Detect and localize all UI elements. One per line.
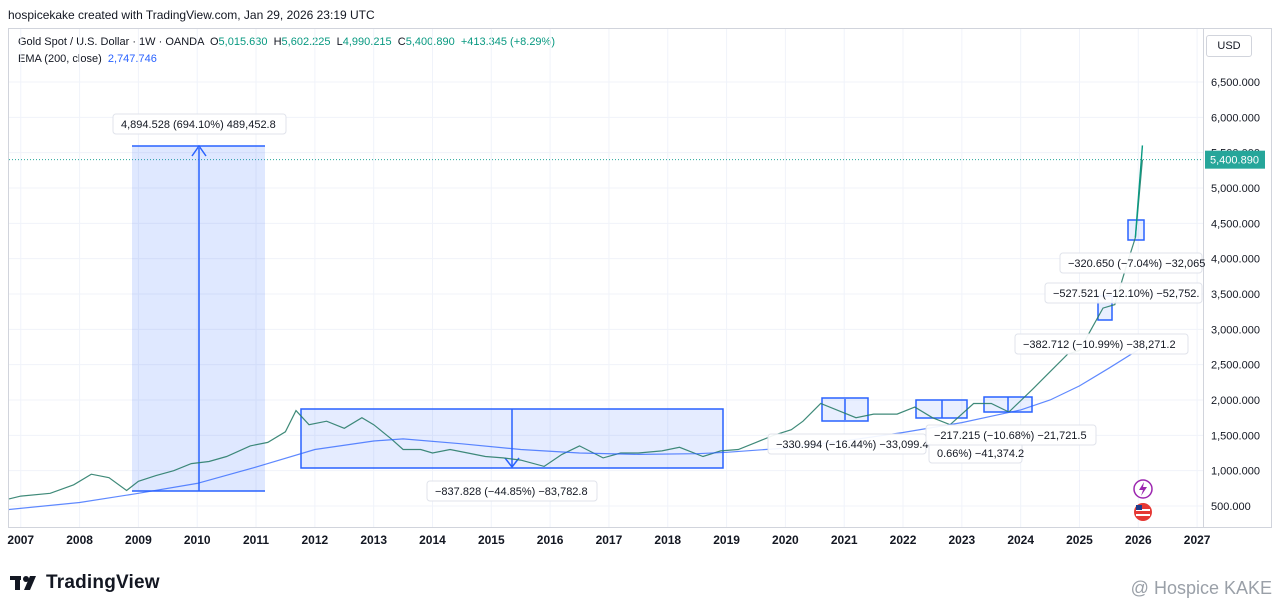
price-series-line [8, 159, 1143, 500]
annotation-label-text: 4,894.528 (694.10%) 489,452.8 [121, 119, 276, 131]
x-tick-label: 2024 [1007, 533, 1034, 547]
x-tick-label: 2023 [948, 533, 975, 547]
low-value: 4,990.215 [342, 36, 392, 48]
x-tick-label: 2026 [1125, 533, 1152, 547]
high-label: H [273, 36, 282, 48]
last-candle-wick [1134, 145, 1144, 238]
ema-legend-row[interactable]: EMA (200, close) 2,747.746 [18, 51, 555, 68]
change-value: +413.345 (+8.29%) [460, 36, 555, 48]
y-tick-label: 2,500.000 [1211, 360, 1260, 372]
annotation-labels: 4,894.528 (694.10%) 489,452.8 −837.828 (−… [112, 113, 1205, 502]
x-tick-label: 2009 [125, 533, 152, 547]
annotation-label-box [925, 424, 1097, 446]
high-value: 5,602.225 [281, 36, 331, 48]
y-tick-label: 6,000.000 [1211, 112, 1260, 124]
tradingview-logo[interactable]: TradingView [10, 572, 160, 594]
annotation-label-box [426, 480, 598, 502]
annotation-label-text: −382.712 (−10.99%) −38,271.2 [1023, 339, 1176, 351]
x-tick-label: 2008 [66, 533, 93, 547]
y-tick-label: 4,500.000 [1211, 218, 1260, 230]
annotation-label-box [1044, 282, 1203, 304]
author-watermark: @ Hospice KAKE [1131, 578, 1272, 599]
x-tick-label: 2020 [772, 533, 799, 547]
symbol-title[interactable]: Gold Spot / U.S. Dollar · 1W · OANDA [18, 36, 204, 48]
close-value: 5,400.890 [405, 36, 455, 48]
chart-legend: Gold Spot / U.S. Dollar · 1W · OANDA O5,… [18, 34, 555, 68]
x-tick-label: 2017 [596, 533, 623, 547]
annotation-label-box [1014, 333, 1189, 355]
low-label: L [336, 36, 343, 48]
x-tick-label: 2018 [654, 533, 681, 547]
x-tick-label: 2010 [184, 533, 211, 547]
annotation-label-text: −527.521 (−12.10%) −52,752. [1053, 288, 1199, 300]
axis-layer: 500.000 1,000.000 1,500.000 2,000.000 2,500.… [7, 77, 1265, 547]
x-tick-label: 2015 [478, 533, 505, 547]
annotation-label-text: −217.215 (−10.68%) −21,721.5 [934, 430, 1087, 442]
annotation-label-box [1059, 252, 1203, 274]
x-tick-label: 2013 [360, 533, 387, 547]
y-tick-label: 1,000.000 [1211, 466, 1260, 478]
y-tick-label: 4,000.000 [1211, 254, 1260, 266]
ema-value: 2,747.746 [107, 53, 157, 65]
symbol-legend-row: Gold Spot / U.S. Dollar · 1W · OANDA O5,… [18, 34, 555, 51]
flag-stripe-icon [1136, 509, 1150, 511]
tradingview-logo-icon [10, 576, 36, 590]
price-axis[interactable] [1204, 28, 1272, 528]
chart-author-line: hospicekake created with TradingView.com… [8, 8, 375, 22]
watermark-text: @ Hospice KAKE [1130, 578, 1272, 598]
y-tick-label: 1,500.000 [1211, 430, 1260, 442]
x-tick-label: 2025 [1066, 533, 1093, 547]
series-layer [8, 145, 1144, 511]
last-price-tag [1205, 150, 1265, 169]
y-tick-label: 6,500.000 [1211, 77, 1260, 89]
measure-arrowhead-up [191, 144, 207, 157]
ema-label: EMA (200, close) [18, 53, 102, 65]
flag-canton-icon [1136, 505, 1142, 510]
ema-series-line [8, 346, 1143, 511]
x-tick-label: 2027 [1184, 533, 1211, 547]
measure-boxes [132, 144, 1145, 492]
annotation-label-box [112, 113, 287, 135]
x-tick-label: 2022 [890, 533, 917, 547]
tradingview-brand-text: TradingView [46, 572, 160, 593]
y-tick-label: 500.000 [1211, 501, 1251, 513]
open-value: 5,015.630 [218, 36, 268, 48]
x-tick-label: 2011 [243, 533, 269, 547]
annotation-label-text: −320.650 (−7.04%) −32,065 [1068, 258, 1205, 270]
lightning-glyph-icon [1139, 482, 1147, 496]
last-price-tag-text: 5,400.890 [1210, 155, 1259, 167]
flag-stripe-icon [1136, 514, 1150, 516]
annotation-label-text: −837.828 (−44.85%) −83,782.8 [435, 486, 588, 498]
y-tick-label: 3,500.000 [1211, 289, 1260, 301]
x-tick-label: 2019 [713, 533, 740, 547]
close-label: C [397, 36, 406, 48]
annotation-label-text: −330.994 (−16.44%) −33,099.4 [776, 439, 929, 451]
x-tick-label: 2007 [7, 533, 34, 547]
x-tick-label: 2021 [831, 533, 858, 547]
measure-arrowhead-down [504, 457, 520, 469]
x-tick-label: 2012 [302, 533, 329, 547]
annotation-label-text: 0.66%) −41,374.2 [937, 448, 1024, 460]
open-label: O [209, 36, 219, 48]
x-tick-label: 2014 [419, 533, 446, 547]
y-tick-label: 3,000.000 [1211, 324, 1260, 336]
chart-pane[interactable] [8, 28, 1204, 528]
x-tick-label: 2016 [537, 533, 564, 547]
y-tick-label: 2,000.000 [1211, 395, 1260, 407]
y-tick-label: 5,000.000 [1211, 183, 1260, 195]
currency-button[interactable]: USD [1206, 35, 1252, 57]
